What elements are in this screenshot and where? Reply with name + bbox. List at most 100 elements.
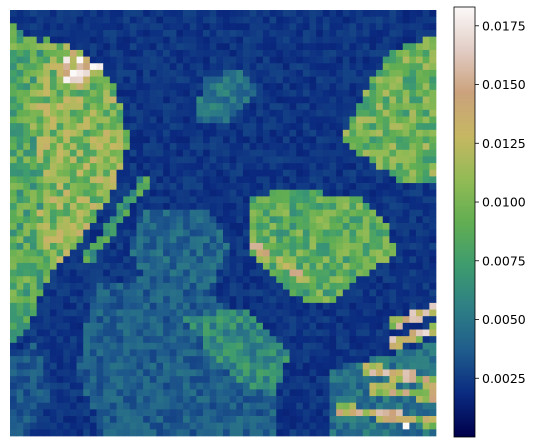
heatmap-cell xyxy=(76,176,84,184)
heatmap-cell xyxy=(249,256,257,264)
heatmap-cell xyxy=(169,376,177,384)
heatmap-cell xyxy=(316,103,324,111)
heatmap-cell xyxy=(369,209,377,217)
heatmap-cell xyxy=(269,196,277,204)
heatmap-cell xyxy=(103,209,111,217)
heatmap-cell xyxy=(369,143,377,151)
heatmap-cell xyxy=(422,43,430,51)
heatmap-cell xyxy=(269,69,277,77)
heatmap-cell xyxy=(109,156,117,164)
heatmap-cell xyxy=(56,156,64,164)
heatmap-cell xyxy=(116,63,124,71)
heatmap-cell xyxy=(149,56,157,64)
heatmap-cell xyxy=(89,342,97,350)
heatmap-cell xyxy=(396,376,404,384)
heatmap-cell xyxy=(156,356,164,364)
heatmap-cell xyxy=(236,429,244,437)
heatmap-cell xyxy=(289,302,297,310)
heatmap-cell xyxy=(402,10,410,18)
heatmap-cell xyxy=(242,156,250,164)
heatmap-cell xyxy=(176,362,184,370)
heatmap-cell xyxy=(362,96,370,104)
heatmap-cell xyxy=(336,396,344,404)
heatmap-cell xyxy=(136,262,144,270)
heatmap-cell xyxy=(89,83,97,91)
heatmap-cell xyxy=(76,349,84,357)
heatmap-cell xyxy=(402,169,410,177)
heatmap-cell xyxy=(316,356,324,364)
heatmap-cell xyxy=(389,189,397,197)
heatmap-cell xyxy=(209,123,217,131)
heatmap-cell xyxy=(116,123,124,131)
heatmap-cell xyxy=(123,109,131,117)
heatmap-cell xyxy=(216,262,224,270)
heatmap-cell xyxy=(83,23,91,31)
heatmap-cell xyxy=(309,349,317,357)
heatmap-cell xyxy=(329,429,337,437)
heatmap-cell xyxy=(176,249,184,257)
heatmap-cell xyxy=(209,329,217,337)
heatmap-cell xyxy=(276,83,284,91)
heatmap-cell xyxy=(356,89,364,97)
heatmap-cell xyxy=(256,429,264,437)
heatmap-cell xyxy=(316,16,324,24)
heatmap-cell xyxy=(196,116,204,124)
heatmap-cell xyxy=(183,10,191,18)
heatmap-cell xyxy=(56,136,64,144)
heatmap-cell xyxy=(109,236,117,244)
heatmap-cell xyxy=(29,103,37,111)
heatmap-cell xyxy=(83,316,91,324)
heatmap-cell xyxy=(69,29,77,37)
heatmap-cell xyxy=(416,10,424,18)
heatmap-cell xyxy=(156,276,164,284)
heatmap-cell xyxy=(169,229,177,237)
heatmap-cell xyxy=(49,16,57,24)
heatmap-cell xyxy=(242,89,250,97)
heatmap-cell xyxy=(49,282,57,290)
heatmap-cell xyxy=(169,396,177,404)
heatmap-cell xyxy=(329,402,337,410)
heatmap-cell xyxy=(276,10,284,18)
heatmap-cell xyxy=(123,149,131,157)
heatmap-cell xyxy=(249,276,257,284)
heatmap-cell xyxy=(189,143,197,151)
heatmap-cell xyxy=(183,36,191,44)
heatmap-cell xyxy=(183,123,191,131)
heatmap-cell xyxy=(276,189,284,197)
heatmap-cell xyxy=(242,236,250,244)
heatmap-cell xyxy=(63,349,71,357)
heatmap-cell xyxy=(342,16,350,24)
heatmap-cell xyxy=(183,103,191,111)
heatmap-cell xyxy=(16,422,24,430)
heatmap-cell xyxy=(309,262,317,270)
heatmap-cell xyxy=(249,342,257,350)
heatmap-cell xyxy=(429,156,437,164)
heatmap-cell xyxy=(223,223,231,231)
heatmap-cell xyxy=(409,322,417,330)
heatmap-cell xyxy=(302,329,310,337)
heatmap-cell xyxy=(69,83,77,91)
heatmap-cell xyxy=(329,422,337,430)
heatmap-cell xyxy=(36,282,44,290)
heatmap-cell xyxy=(422,116,430,124)
heatmap-cell xyxy=(309,316,317,324)
heatmap-cell xyxy=(409,116,417,124)
heatmap-cell xyxy=(69,36,77,44)
heatmap-cell xyxy=(109,43,117,51)
colorbar-tick-label: 0.0125 xyxy=(482,136,526,151)
heatmap-cell xyxy=(116,156,124,164)
heatmap-cell xyxy=(163,129,171,137)
heatmap-cell xyxy=(169,56,177,64)
heatmap-cell xyxy=(229,189,237,197)
heatmap-cell xyxy=(409,276,417,284)
heatmap-cell xyxy=(242,269,250,277)
heatmap-cell xyxy=(43,316,51,324)
heatmap-cell xyxy=(163,169,171,177)
heatmap-cell xyxy=(316,422,324,430)
heatmap-cell xyxy=(69,396,77,404)
heatmap-cell xyxy=(143,382,151,390)
heatmap-cell xyxy=(196,409,204,417)
heatmap-cell xyxy=(362,143,370,151)
heatmap-cell xyxy=(143,76,151,84)
heatmap-cell xyxy=(236,402,244,410)
